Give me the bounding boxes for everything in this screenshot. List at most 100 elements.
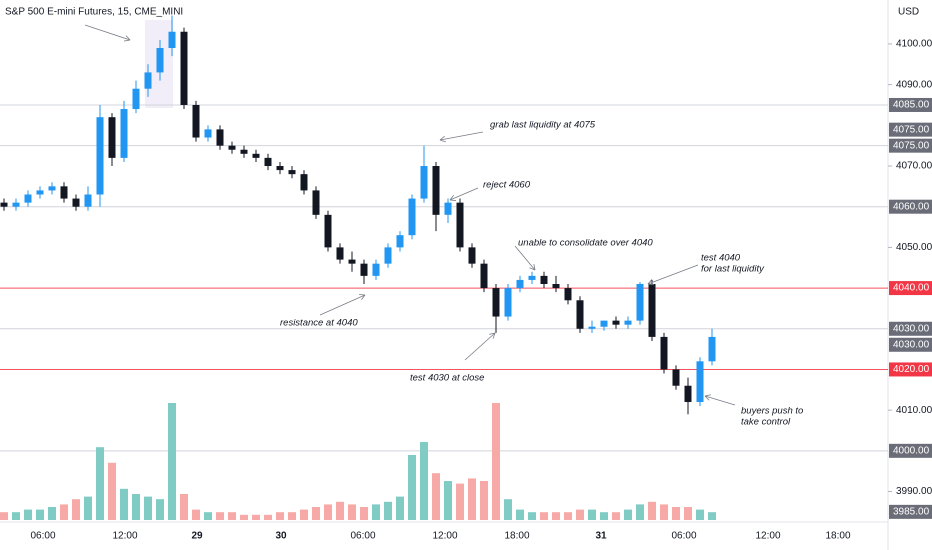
candle-body xyxy=(348,259,356,264)
level-box xyxy=(889,122,932,137)
candle-body xyxy=(708,336,716,362)
arrow-head xyxy=(124,39,131,42)
arrow xyxy=(319,294,366,316)
x-tick-label: 31 xyxy=(595,531,607,542)
y-tick-label: 4090.00 xyxy=(896,79,932,90)
volume-bar xyxy=(696,509,704,520)
candle-body xyxy=(360,263,368,276)
arrow-head xyxy=(704,395,710,401)
candle-body xyxy=(408,198,416,236)
volume-bar xyxy=(600,512,608,520)
volume-bar xyxy=(60,504,68,520)
arrow-head xyxy=(449,195,455,201)
annotation: take control xyxy=(741,417,791,428)
candle-body xyxy=(96,117,104,195)
volume-bar xyxy=(156,499,164,520)
candle-body xyxy=(480,263,488,289)
level-label: 4030.00 xyxy=(893,323,930,334)
volume-bar xyxy=(240,514,248,520)
level-box xyxy=(889,97,932,112)
arrow xyxy=(449,187,479,201)
volume-bar xyxy=(420,442,428,520)
candle-body xyxy=(696,361,704,403)
candle-body xyxy=(252,153,260,158)
x-tick-label: 18:00 xyxy=(504,531,529,542)
volume-bar xyxy=(492,403,500,520)
arrow-head xyxy=(361,294,366,301)
volume-bar xyxy=(396,496,404,520)
candle-body xyxy=(288,170,296,175)
candle-body xyxy=(444,202,452,215)
level-box xyxy=(889,138,932,153)
candle-body xyxy=(468,247,476,264)
candle-body xyxy=(12,202,20,207)
candle-body xyxy=(660,336,668,370)
candle-body xyxy=(276,166,284,171)
volume-bar xyxy=(48,507,56,520)
arrow xyxy=(514,245,536,271)
volume-bar xyxy=(288,512,296,520)
candle-body xyxy=(72,198,80,207)
volume-bar xyxy=(636,504,644,520)
volume-bar xyxy=(540,512,548,520)
candle-body xyxy=(600,320,608,327)
volume-bar xyxy=(168,403,176,520)
volume-bar xyxy=(576,509,584,520)
volume-bar xyxy=(108,462,116,520)
arrow-head xyxy=(125,35,131,41)
candle-body xyxy=(552,284,560,289)
level-label: 4075.00 xyxy=(893,124,930,135)
volume-bar xyxy=(456,483,464,520)
candle-body xyxy=(180,31,188,105)
arrow-head xyxy=(489,332,496,335)
candle-body xyxy=(36,190,44,195)
volume-bar xyxy=(480,481,488,520)
chart-title: S&P 500 E-mini Futures, 15, CME_MINI xyxy=(5,7,183,18)
annotation: resistance at 4040 xyxy=(280,318,358,329)
x-tick-label: 06:00 xyxy=(671,531,696,542)
volume-bar xyxy=(348,504,356,520)
candle-body xyxy=(240,149,248,154)
level-label: 4085.00 xyxy=(893,100,930,111)
candle-body xyxy=(432,166,440,215)
arrow-head xyxy=(704,394,711,397)
level-box xyxy=(889,337,932,352)
candle-body xyxy=(84,194,92,207)
candle-body xyxy=(336,247,344,260)
arrow-head xyxy=(449,199,457,201)
volume-bar xyxy=(444,481,452,520)
volume-bar xyxy=(468,478,476,520)
candle-body xyxy=(420,166,428,199)
arrow-head xyxy=(529,267,536,271)
volume-bar xyxy=(660,504,668,520)
arrow xyxy=(647,264,699,285)
y-tick-label: 4050.00 xyxy=(896,242,932,253)
level-box xyxy=(889,281,932,296)
arrow-head xyxy=(647,279,653,285)
arrow-head xyxy=(492,332,496,339)
volume-bar xyxy=(648,501,656,520)
volume-bar xyxy=(276,512,284,520)
volume-bar xyxy=(708,512,716,520)
y-tick-label: 3990.00 xyxy=(896,486,932,497)
annotation: buyers push to xyxy=(741,406,803,417)
currency: USD xyxy=(898,7,919,18)
annotation: grab last liquidity at 4075 xyxy=(490,120,596,131)
annotation: test 4040 xyxy=(701,253,741,264)
volume-bar xyxy=(192,509,200,520)
volume-bar xyxy=(336,501,344,520)
volume-bar xyxy=(216,512,224,520)
candle-body xyxy=(684,385,692,403)
volume-bar xyxy=(12,512,20,520)
volume-bar xyxy=(252,514,260,520)
candle-body xyxy=(636,284,644,321)
candle-body xyxy=(132,88,140,110)
volume-bar xyxy=(372,504,380,520)
volume-bar xyxy=(36,509,44,520)
candle-body xyxy=(396,235,404,248)
volume-bar xyxy=(0,512,8,520)
level-label: 4075.00 xyxy=(893,140,930,151)
volume-bar xyxy=(624,509,632,520)
candle-body xyxy=(204,129,212,138)
